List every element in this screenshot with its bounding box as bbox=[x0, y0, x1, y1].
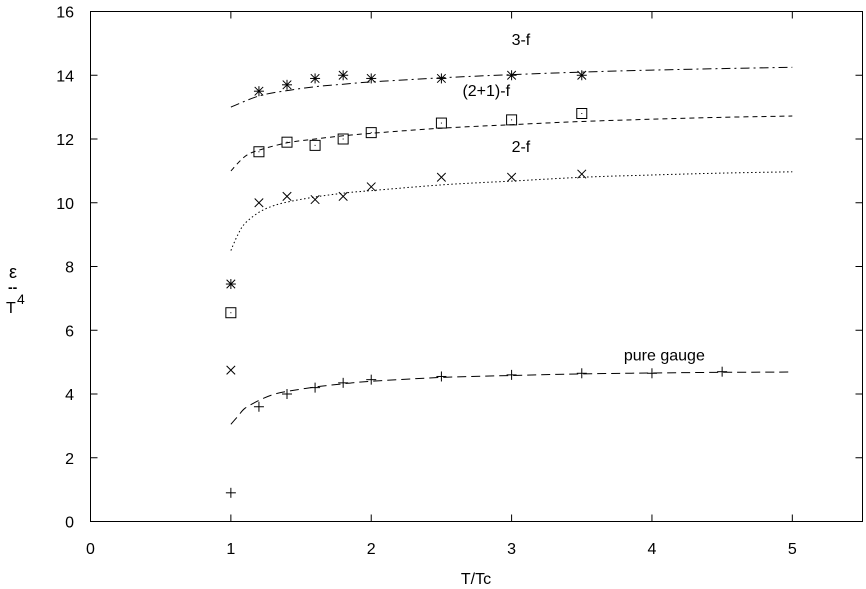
data-markers bbox=[225, 70, 728, 498]
data-point-square bbox=[309, 139, 321, 151]
data-point-cross bbox=[577, 169, 587, 179]
y-tick-label: 2 bbox=[65, 451, 74, 468]
y-tick-label: 10 bbox=[56, 196, 74, 213]
data-point-asterisk bbox=[338, 70, 349, 81]
x-tick-label: 4 bbox=[648, 541, 657, 558]
y-axis-title-epsilon: ε bbox=[9, 262, 17, 282]
data-point-square bbox=[253, 146, 265, 158]
y-axis-title-denominator: T bbox=[6, 300, 16, 317]
data-point-asterisk bbox=[576, 70, 587, 81]
y-tick-label: 14 bbox=[56, 68, 74, 85]
series-label: 2-f bbox=[512, 139, 531, 156]
axis-ticks bbox=[90, 11, 863, 522]
series-label: 3-f bbox=[512, 32, 531, 49]
fit-curve bbox=[230, 171, 793, 251]
fit-curves bbox=[230, 66, 793, 425]
series-labels: 3-f (2+1)-f 2-f pure gauge bbox=[462, 32, 704, 365]
data-point-square bbox=[337, 133, 349, 145]
x-tick-label: 0 bbox=[86, 541, 95, 558]
data-point-asterisk bbox=[310, 73, 321, 84]
y-axis-title-dash: -- bbox=[8, 279, 18, 295]
data-point-cross bbox=[254, 198, 264, 208]
x-axis-title: T/Tc bbox=[461, 571, 491, 588]
x-tick-label: 2 bbox=[367, 541, 376, 558]
x-tick-label: 1 bbox=[226, 541, 235, 558]
data-point-square bbox=[281, 136, 293, 148]
data-point-asterisk bbox=[436, 73, 447, 84]
data-point-plus bbox=[576, 368, 587, 379]
x-tick-label: 3 bbox=[507, 541, 516, 558]
y-tick-label: 0 bbox=[65, 515, 74, 532]
data-point-plus bbox=[338, 377, 349, 388]
data-point-plus bbox=[506, 369, 517, 380]
series-label: pure gauge bbox=[624, 348, 705, 365]
y-tick-label: 8 bbox=[65, 260, 74, 277]
x-tick-label: 5 bbox=[788, 541, 797, 558]
fit-curve bbox=[230, 371, 793, 425]
data-point-cross bbox=[436, 172, 447, 182]
data-point-cross bbox=[226, 365, 236, 375]
data-point-square bbox=[435, 117, 447, 129]
y-tick-label: 12 bbox=[56, 132, 74, 149]
data-point-cross bbox=[282, 191, 292, 201]
y-tick-label: 16 bbox=[56, 5, 74, 22]
data-point-plus bbox=[310, 382, 321, 393]
data-point-square bbox=[225, 307, 237, 319]
fit-curve bbox=[230, 115, 793, 172]
data-point-plus bbox=[366, 374, 377, 385]
data-point-square bbox=[506, 114, 518, 126]
data-point-asterisk bbox=[253, 86, 264, 97]
data-point-asterisk bbox=[225, 279, 236, 290]
data-point-square bbox=[365, 127, 377, 139]
data-point-plus bbox=[717, 366, 728, 377]
y-axis-title: ε -- T 4 bbox=[6, 262, 25, 317]
data-point-plus bbox=[253, 401, 264, 412]
data-point-asterisk bbox=[282, 79, 293, 90]
y-tick-label: 6 bbox=[65, 323, 74, 340]
data-point-plus bbox=[436, 371, 447, 382]
series-label: (2+1)-f bbox=[462, 83, 510, 100]
data-point-cross bbox=[338, 191, 348, 201]
data-point-cross bbox=[366, 182, 376, 192]
fit-curve bbox=[230, 66, 793, 108]
data-point-plus bbox=[282, 389, 293, 399]
data-point-cross bbox=[506, 172, 517, 182]
data-point-plus bbox=[646, 368, 657, 379]
data-point-cross bbox=[310, 194, 320, 205]
y-axis-title-exponent: 4 bbox=[17, 291, 25, 307]
data-point-square bbox=[576, 108, 588, 119]
data-point-plus bbox=[225, 487, 236, 498]
data-point-asterisk bbox=[506, 70, 517, 81]
data-point-asterisk bbox=[366, 73, 377, 84]
y-tick-label: 4 bbox=[65, 387, 74, 404]
